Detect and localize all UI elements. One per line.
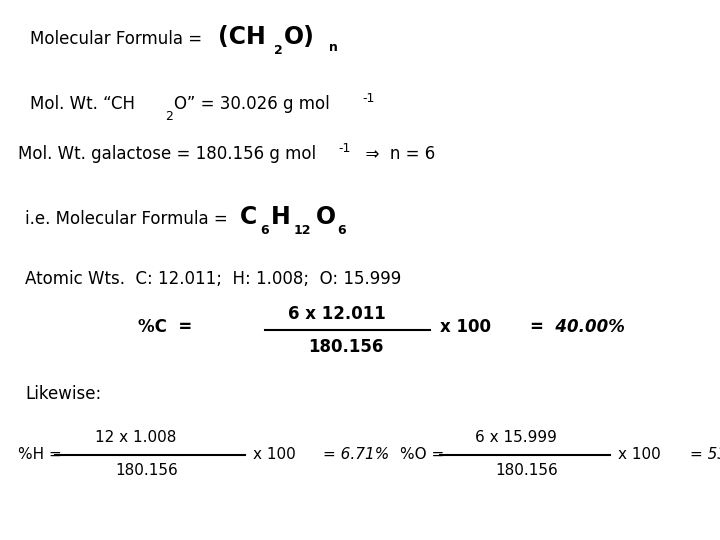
- Text: Molecular Formula =: Molecular Formula =: [30, 30, 207, 48]
- Text: 6: 6: [337, 224, 346, 237]
- Text: i.e. Molecular Formula =: i.e. Molecular Formula =: [25, 210, 233, 228]
- Text: 2: 2: [274, 44, 283, 57]
- Text: 6 x 12.011: 6 x 12.011: [288, 305, 386, 323]
- Text: 2: 2: [165, 110, 173, 123]
- Text: O” = 30.026 g mol: O” = 30.026 g mol: [174, 95, 330, 113]
- Text: %H =: %H =: [18, 447, 62, 462]
- Text: H: H: [271, 205, 291, 229]
- Text: 12 x 1.008: 12 x 1.008: [95, 430, 176, 445]
- Text: Mol. Wt. galactose = 180.156 g mol: Mol. Wt. galactose = 180.156 g mol: [18, 145, 316, 163]
- Text: O): O): [284, 25, 315, 49]
- Text: = 6.71%: = 6.71%: [323, 447, 390, 462]
- Text: -1: -1: [338, 142, 351, 155]
- Text: x 100: x 100: [253, 447, 296, 462]
- Text: 6 x 15.999: 6 x 15.999: [475, 430, 557, 445]
- Text: 180.156: 180.156: [308, 338, 383, 356]
- Text: 180.156: 180.156: [115, 463, 178, 478]
- Text: O: O: [316, 205, 336, 229]
- Text: C: C: [240, 205, 257, 229]
- Text: 180.156: 180.156: [495, 463, 558, 478]
- Text: = 53.28%: = 53.28%: [690, 447, 720, 462]
- Text: n: n: [329, 41, 338, 54]
- Text: x 100: x 100: [440, 318, 491, 336]
- Text: Mol. Wt. “CH: Mol. Wt. “CH: [30, 95, 135, 113]
- Text: %C  =: %C =: [138, 318, 192, 336]
- Text: =  40.00%: = 40.00%: [530, 318, 625, 336]
- Text: Atomic Wts.  C: 12.011;  H: 1.008;  O: 15.999: Atomic Wts. C: 12.011; H: 1.008; O: 15.9…: [25, 270, 401, 288]
- Text: (CH: (CH: [218, 25, 266, 49]
- Text: %O =: %O =: [400, 447, 444, 462]
- Text: ⇒  n = 6: ⇒ n = 6: [355, 145, 436, 163]
- Text: -1: -1: [362, 92, 374, 105]
- Text: 12: 12: [294, 224, 312, 237]
- Text: 6: 6: [260, 224, 269, 237]
- Text: x 100: x 100: [618, 447, 661, 462]
- Text: Likewise:: Likewise:: [25, 385, 102, 403]
